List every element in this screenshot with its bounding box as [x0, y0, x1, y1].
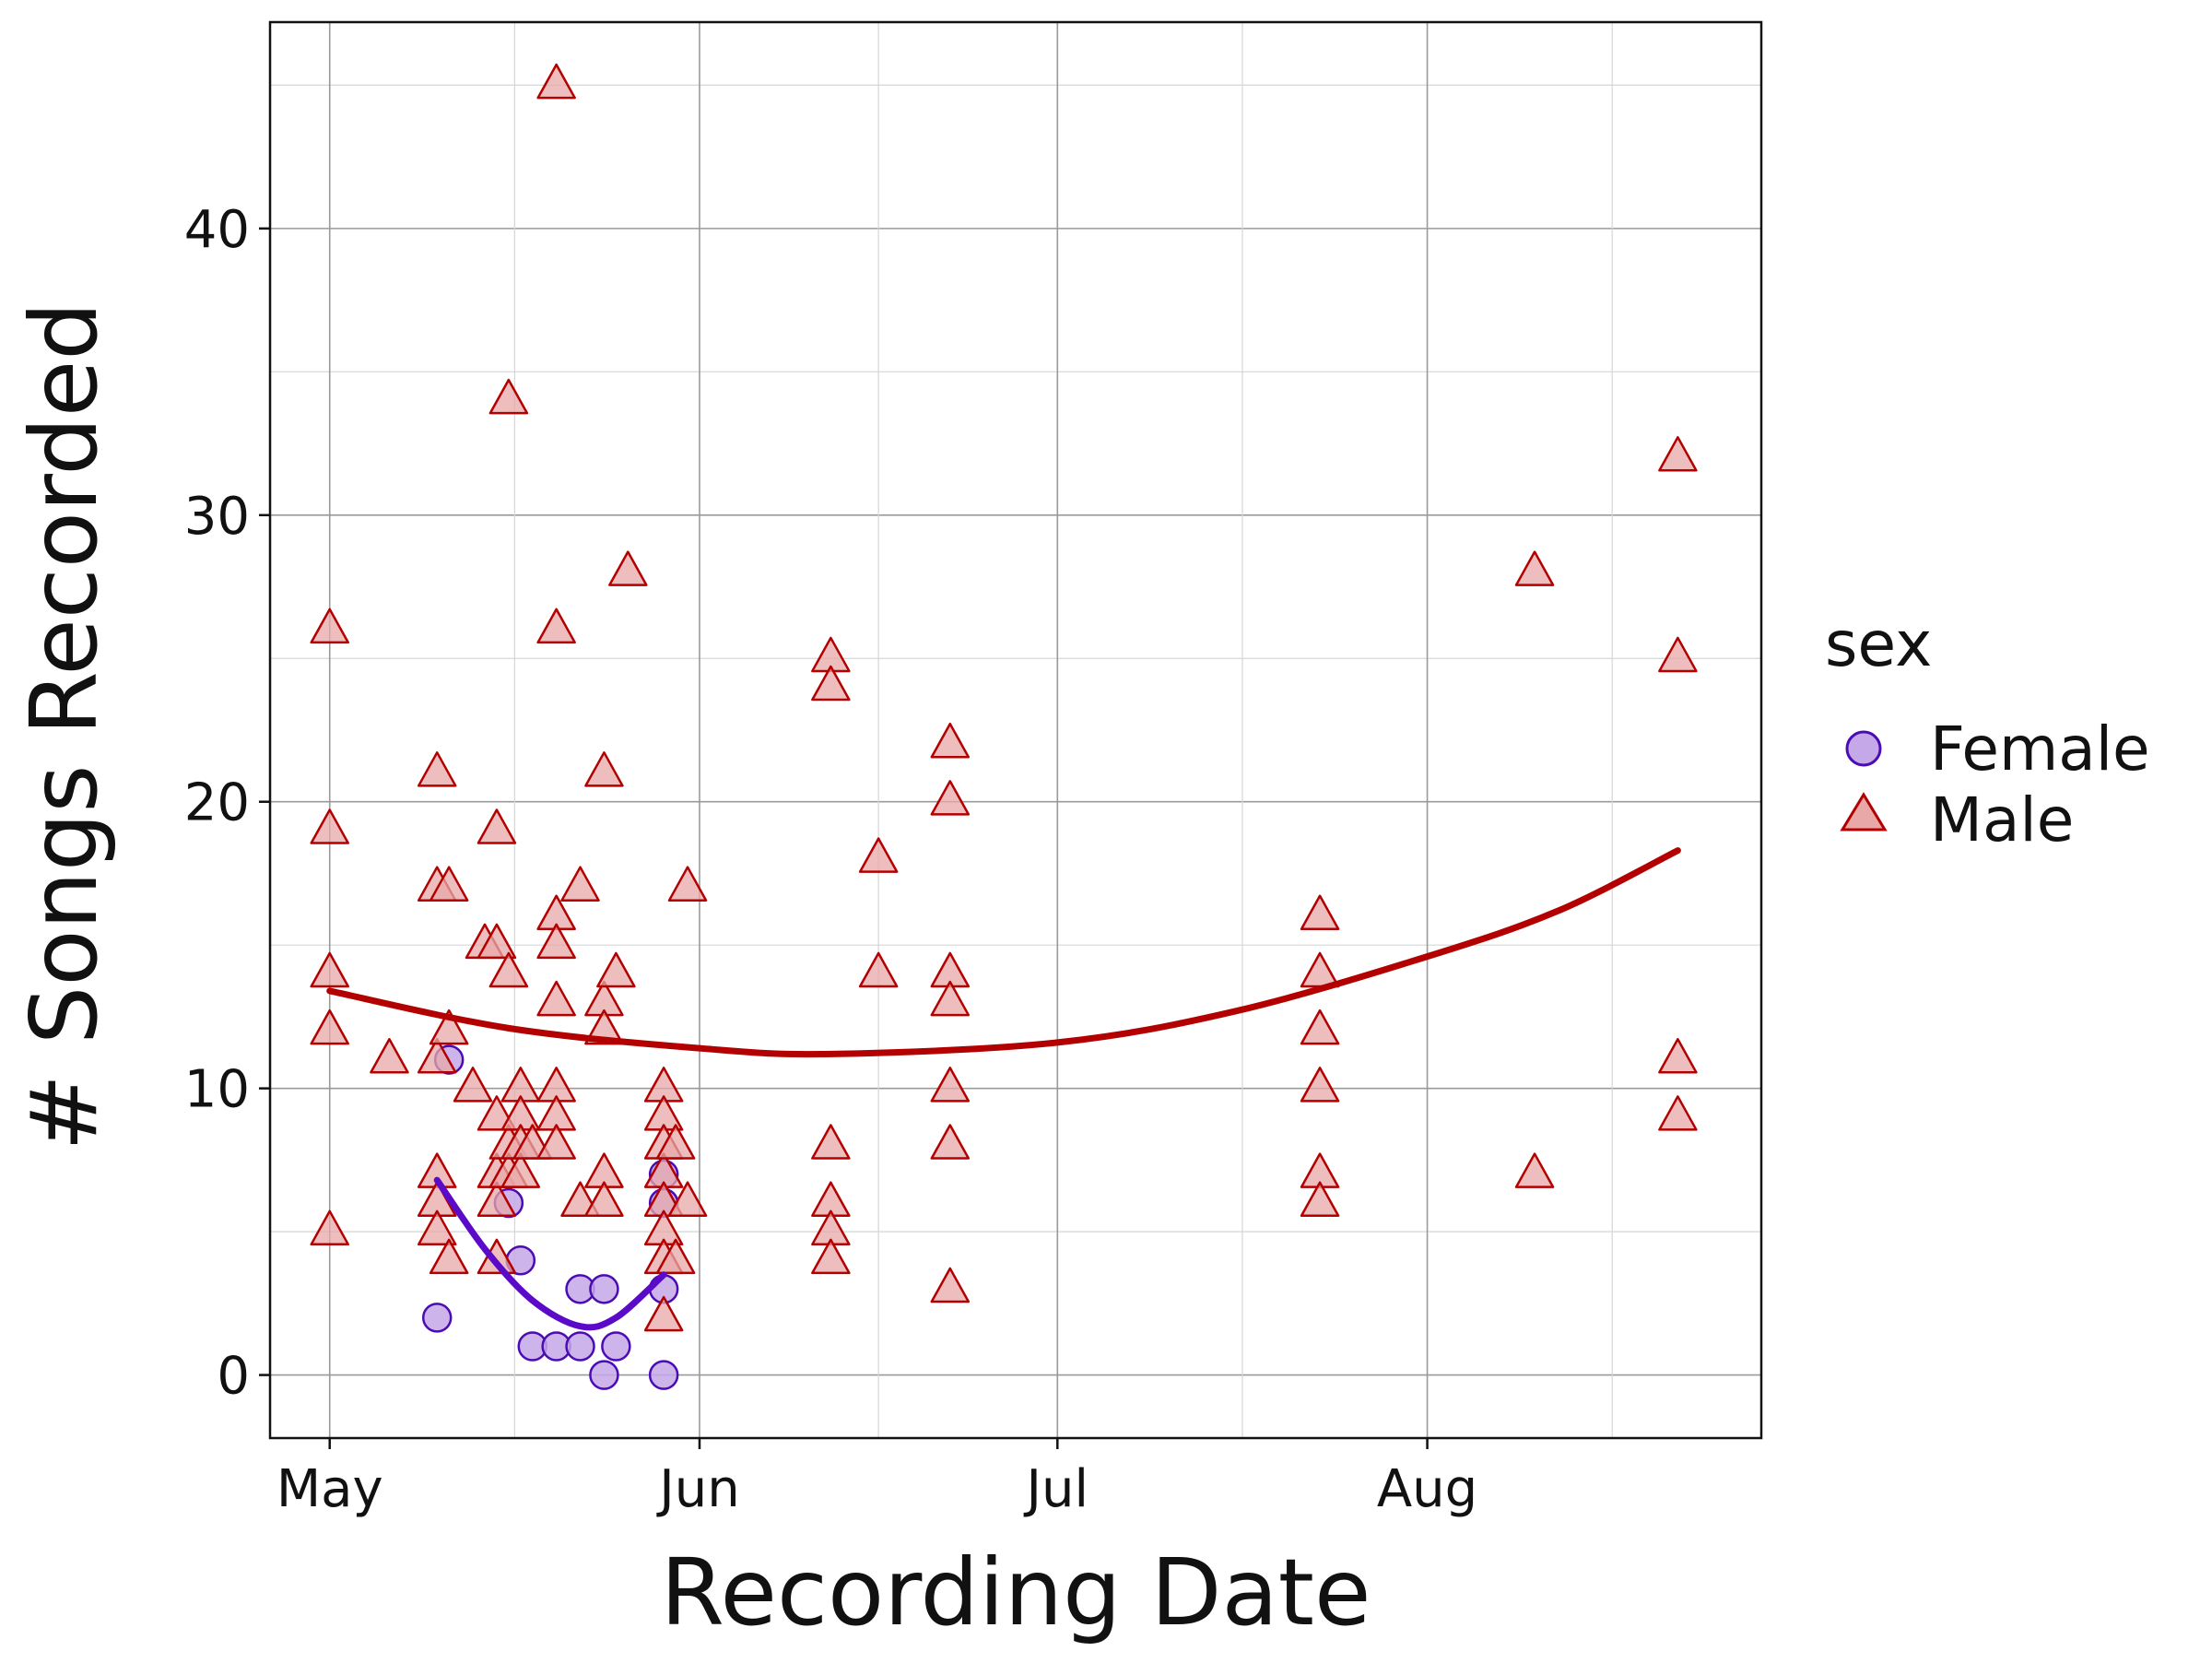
male-point [488, 378, 529, 415]
male-point [811, 1238, 851, 1275]
legend-title: sex [1825, 608, 1932, 681]
x-tick-label: Jun [656, 1459, 740, 1519]
male-point [930, 1124, 971, 1160]
y-tick-label: 0 [217, 1347, 250, 1407]
x-axis-title: Recording Date [661, 1539, 1371, 1646]
male-point [1300, 951, 1340, 988]
x-tick-label: May [276, 1459, 383, 1519]
male-point [1658, 1095, 1698, 1131]
female-point [648, 1360, 679, 1390]
male-point [417, 1038, 457, 1074]
y-tick-label: 20 [184, 773, 250, 833]
male-point [500, 1152, 541, 1188]
male-point [536, 923, 576, 960]
male-point [1300, 1181, 1340, 1217]
male-point [536, 63, 576, 100]
legend-entry-male: Male [1840, 784, 2074, 855]
male-point [655, 1238, 696, 1275]
female-point [421, 1303, 453, 1333]
male-point [1658, 1038, 1698, 1074]
male-trend-line [326, 847, 1681, 1058]
male-point [655, 1124, 696, 1160]
male-point [811, 1124, 851, 1160]
male-point [429, 866, 469, 902]
y-tick-label: 40 [184, 200, 250, 260]
grid-layer [270, 22, 1761, 1438]
male-point [811, 665, 851, 702]
male-point [1658, 436, 1698, 472]
male-point [930, 1067, 971, 1103]
male-point [1658, 636, 1698, 673]
male-point [930, 1267, 971, 1303]
male-point [608, 550, 648, 586]
male-point [310, 1008, 349, 1045]
trend-layer [326, 847, 1681, 1331]
male-point [1514, 550, 1555, 586]
male-point [584, 1181, 624, 1217]
male-point [596, 951, 636, 988]
male-point [1514, 1152, 1555, 1188]
legend-entry-female: Female [1845, 714, 2150, 784]
male-point [370, 1038, 409, 1074]
point-layer [310, 63, 1698, 1390]
male-point [417, 751, 457, 787]
male-point [667, 1181, 708, 1217]
male-point [930, 722, 971, 759]
legend-key-male [1840, 792, 1888, 832]
male-point [310, 1209, 349, 1246]
male-point [429, 1008, 469, 1045]
male-point [429, 1238, 469, 1275]
male-point [667, 866, 708, 902]
female-point [589, 1274, 619, 1304]
female-point [565, 1331, 595, 1362]
legend-label-female: Female [1930, 714, 2150, 784]
tick-layer: 0 10 20 30 40 May Jun Jul Aug [184, 200, 1478, 1519]
male-point [930, 780, 971, 816]
male-point [560, 866, 600, 902]
male-point [417, 1209, 457, 1246]
female-trend-line [433, 1176, 667, 1331]
legend-key-female [1845, 730, 1882, 767]
male-point [310, 808, 349, 844]
male-point [643, 1295, 684, 1332]
male-point [536, 980, 576, 1017]
x-tick-label: Jul [1024, 1459, 1089, 1519]
male-point [310, 951, 349, 988]
male-point [584, 1008, 624, 1045]
male-point [1300, 1008, 1340, 1045]
legend-label-male: Male [1930, 784, 2074, 855]
y-axis-title: # Songs Recorded [10, 301, 118, 1150]
y-tick-label: 10 [184, 1060, 250, 1120]
male-point [584, 751, 624, 787]
legend: sex Female Male [1825, 608, 2150, 855]
male-point [310, 607, 349, 644]
male-point [536, 1124, 576, 1160]
male-point [477, 923, 517, 960]
male-point [1300, 1067, 1340, 1103]
female-point [589, 1360, 619, 1390]
plot-panel [268, 20, 1763, 1440]
male-point [1300, 894, 1340, 931]
male-point [477, 1181, 517, 1217]
male-point [930, 980, 971, 1017]
male-point [477, 808, 517, 844]
male-point [858, 951, 899, 988]
male-point [453, 1067, 493, 1103]
male-point [536, 607, 576, 644]
male-point [858, 837, 899, 873]
x-tick-label: Aug [1377, 1459, 1477, 1519]
y-tick-label: 30 [184, 487, 250, 547]
female-point [601, 1331, 631, 1362]
male-point [488, 951, 529, 988]
